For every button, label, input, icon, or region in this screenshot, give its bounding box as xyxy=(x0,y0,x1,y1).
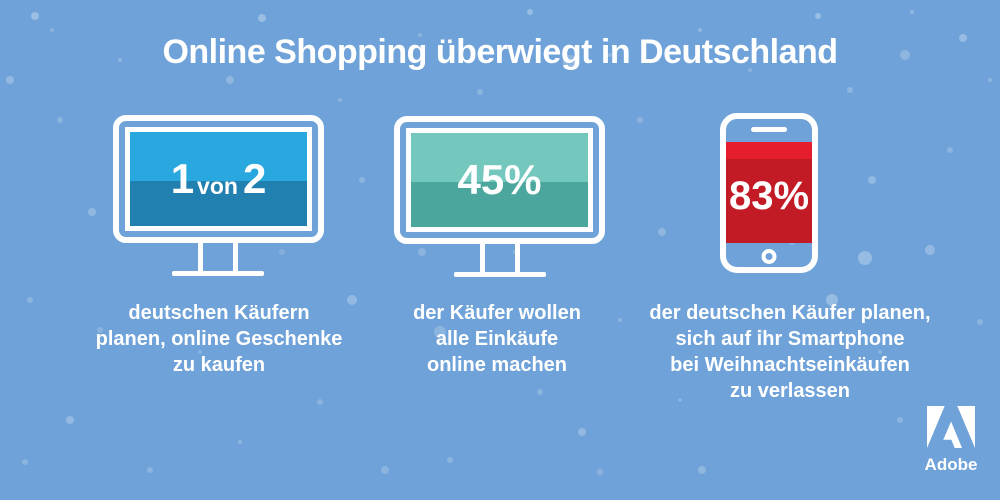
stat-value-1-number: 1 xyxy=(170,155,195,202)
adobe-logo-icon xyxy=(927,406,975,448)
monitor-stand-base-2 xyxy=(454,272,546,277)
stat-caption-1: deutschen Käufern planen, online Geschen… xyxy=(54,300,384,378)
caption-line: planen, online Geschenke xyxy=(95,328,343,350)
stat-value-1-unit: von xyxy=(197,172,238,199)
caption-line: der Käufer wollen xyxy=(413,302,581,324)
stat-caption-2: der Käufer wollen alle Einkäufe online m… xyxy=(372,300,622,378)
brand-block: Adobe xyxy=(922,406,980,475)
screen-fill-bottom xyxy=(130,180,307,226)
stat-value-1: 1 von 2 xyxy=(130,132,307,226)
screen-fill-top xyxy=(130,132,307,181)
caption-line: zu verlassen xyxy=(729,380,851,402)
screen-fill-top xyxy=(411,133,588,182)
monitor-screen-1: 1 von 2 xyxy=(125,127,312,231)
stat-value-2: 45% xyxy=(457,156,542,203)
smartphone-illustration: 83% xyxy=(720,113,818,273)
caption-line: alle Einkäufe xyxy=(435,328,559,350)
page-title: Online Shopping überwiegt in Deutschland xyxy=(162,33,838,71)
caption-line: zu kaufen xyxy=(172,354,266,376)
monitor-stand-base-1 xyxy=(172,271,264,276)
stat-value-1-total: 2 xyxy=(242,155,267,202)
monitor-stand-neck-1 xyxy=(198,242,238,272)
monitor-stand-neck-2 xyxy=(480,243,520,273)
desktop-monitor-illustration-1: 1 von 2 xyxy=(113,115,324,243)
screen-fill-bottom xyxy=(411,181,588,227)
caption-line: online machen xyxy=(426,354,568,376)
monitor-screen-2: 45% xyxy=(406,128,593,232)
phone-screen: 83% xyxy=(726,142,812,243)
screen-fill-top xyxy=(726,142,812,159)
brand-name: Adobe xyxy=(924,455,978,474)
stat-caption-3: der deutschen Käufer planen, sich auf ih… xyxy=(618,300,962,404)
phone-speaker-bar xyxy=(751,127,787,132)
caption-line: bei Weihnachtseinkäufen xyxy=(670,354,910,376)
phone-home-button xyxy=(761,249,777,264)
desktop-monitor-illustration-2: 45% xyxy=(394,116,605,244)
caption-line: der deutschen Käufer planen, xyxy=(649,302,931,324)
stat-value-3: 83% xyxy=(728,174,810,218)
caption-line: sich auf ihr Smartphone xyxy=(675,328,905,350)
caption-line: deutschen Käufern xyxy=(128,302,310,324)
